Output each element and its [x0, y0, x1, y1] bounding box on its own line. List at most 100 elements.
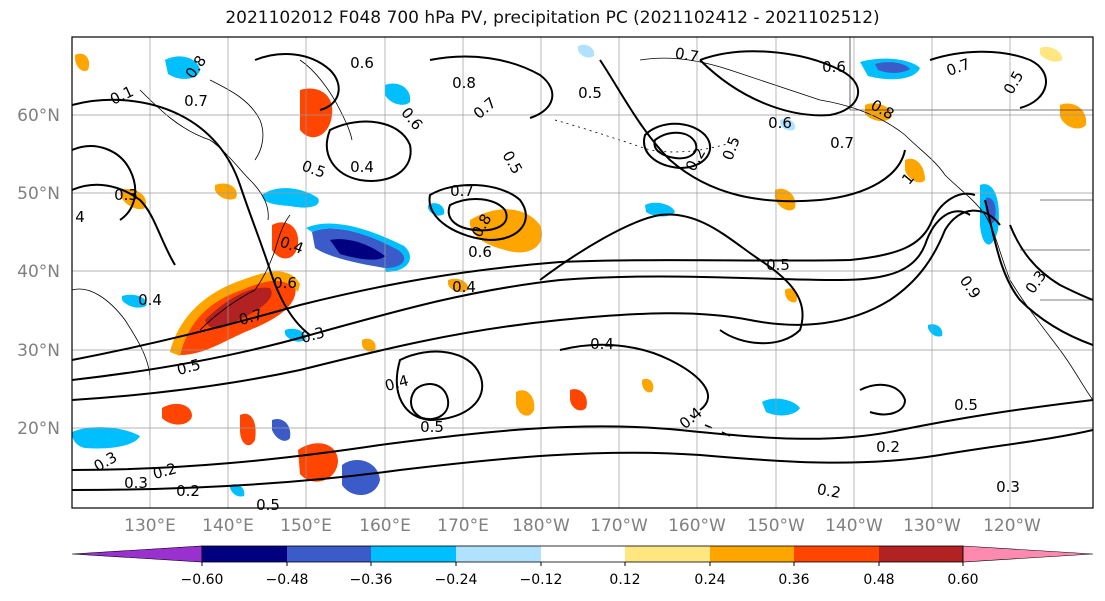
contour-label: 0.3 [1022, 267, 1050, 297]
pos-anomaly-ne-pac [775, 188, 796, 211]
pos-anomaly-kamchatka [300, 88, 333, 138]
coast-alaska [639, 57, 946, 176]
coast-asia [72, 79, 269, 381]
pos-anomaly-bc [905, 158, 925, 183]
coastlines [72, 37, 1093, 437]
lat-label: 60°N [17, 106, 60, 126]
contour-label: 0.4 [590, 335, 614, 353]
coast-japan [199, 214, 291, 331]
contour-14 [699, 50, 860, 117]
neg-anomaly-tropic-1 [342, 460, 380, 496]
contour-label: 0.8 [452, 74, 476, 92]
contour-5 [72, 429, 1093, 491]
contour-9 [428, 183, 527, 242]
contour-7 [643, 122, 711, 170]
contour-8 [653, 131, 698, 160]
contour-16 [539, 213, 804, 345]
pos-anomaly-china [215, 183, 237, 200]
pos-anomaly-small-1 [362, 338, 376, 352]
colorbar-tick-label: 0.12 [609, 572, 640, 588]
lon-label: 180°W [512, 516, 570, 536]
contour-label: 0.5 [499, 148, 527, 178]
pos-anomaly-central-pac [469, 209, 542, 253]
contour-label: 0.5 [256, 496, 280, 514]
neg-anomaly-korea [262, 188, 319, 208]
contour-label: 0.4 [383, 371, 411, 395]
pos-anomaly-tropic-2 [162, 403, 192, 425]
contour-label: 0.5 [299, 157, 328, 182]
pos-anomaly-small-3 [785, 288, 798, 303]
contour-label: 0.7 [184, 92, 208, 110]
lon-label: 130°W [903, 516, 961, 536]
contour-18 [395, 350, 483, 422]
neg-anomaly-alaska-core [875, 62, 910, 73]
lon-label: 140°E [202, 516, 254, 536]
contour-3 [72, 209, 1001, 401]
lon-label: 160°W [668, 516, 726, 536]
neg-anomaly-pac-4 [928, 324, 943, 337]
pos-anomaly-small-2 [642, 378, 654, 393]
contour-label: 0.4 [350, 158, 374, 176]
colorbar: −0.60 −0.48 −0.36 −0.24 −0.12 0.12 0.24 … [71, 545, 1094, 588]
contour-20 [1009, 224, 1093, 301]
colorbar-seg-9 [879, 546, 963, 562]
contour-2 [72, 210, 971, 381]
colorbar-seg-4 [456, 546, 541, 562]
pos-anomaly-alaska [865, 103, 892, 122]
neg-anomaly-nwpac-edge [306, 223, 410, 272]
gridlines [72, 37, 1093, 508]
colorbar-tick-label: −0.36 [350, 572, 393, 588]
neg-anomaly-kamchatka [385, 83, 411, 105]
contour-label: 0.2 [682, 145, 710, 175]
contour-label: 0.9 [956, 272, 984, 302]
neg-anomaly-pac-5 [122, 294, 147, 308]
lon-label: 130°E [124, 516, 176, 536]
colorbar-tick-label: −0.48 [266, 572, 309, 588]
lat-label: 30°N [17, 341, 60, 361]
colorbar-tick-label: 0.36 [778, 572, 809, 588]
contour-label: 0.6 [397, 104, 426, 134]
contour-label: 0.6 [468, 243, 492, 261]
lon-label: 170°W [590, 516, 648, 536]
neg-anomaly-pac-6 [230, 484, 245, 497]
pv-contours [72, 50, 1093, 491]
pos-anomaly-east [1060, 103, 1087, 129]
neg-anomaly-kuril [165, 56, 200, 79]
colorbar-seg-0 [71, 545, 203, 563]
contour-label: 0.4 [452, 278, 476, 296]
neg-anomaly-nwpac-core [330, 239, 385, 260]
contour-label: 0.2 [176, 482, 200, 500]
pos-anomaly-tropic-4 [516, 390, 535, 416]
colorbar-frame [201, 545, 964, 563]
pos-anomaly-tropic-3 [240, 413, 256, 446]
contour-label: 0.3 [996, 478, 1020, 496]
contour-label: 0.5 [719, 134, 744, 163]
pos-anomaly-japan-edge [170, 271, 300, 356]
colorbar-tick-label: 0.24 [694, 572, 725, 588]
contour-label: 0.6 [822, 58, 846, 76]
neg-anomaly-tropic-3 [272, 418, 291, 441]
lat-label: 50°N [17, 184, 60, 204]
colorbar-seg-3 [371, 546, 456, 562]
colorbar-seg-1 [202, 546, 287, 562]
contour-label: 0.2 [876, 438, 900, 456]
neg-anomaly-pac-1 [645, 202, 675, 217]
contour-label: 0.5 [175, 355, 203, 379]
colorbar-tick-label: 0.60 [947, 572, 978, 588]
contour-11 [325, 120, 412, 182]
colorbar-seg-8 [794, 546, 879, 562]
contour-label: 0.2 [151, 459, 179, 483]
colorbar-tick-label: −0.12 [520, 572, 563, 588]
lon-label: 160°E [359, 516, 411, 536]
contour-label: 0.5 [578, 84, 602, 102]
map-title: 2021102012 F048 700 hPa PV, precipitatio… [225, 8, 880, 28]
contour-label: 0.4 [138, 291, 162, 309]
contour-label: 0.5 [420, 418, 444, 436]
contour-13 [72, 183, 176, 266]
lon-label: 150°E [280, 516, 332, 536]
lon-label: 150°W [747, 516, 805, 536]
pos-anomaly-north-east [1040, 46, 1063, 62]
colorbar-seg-10 [962, 545, 1094, 563]
contour-label: 0.6 [768, 114, 792, 132]
